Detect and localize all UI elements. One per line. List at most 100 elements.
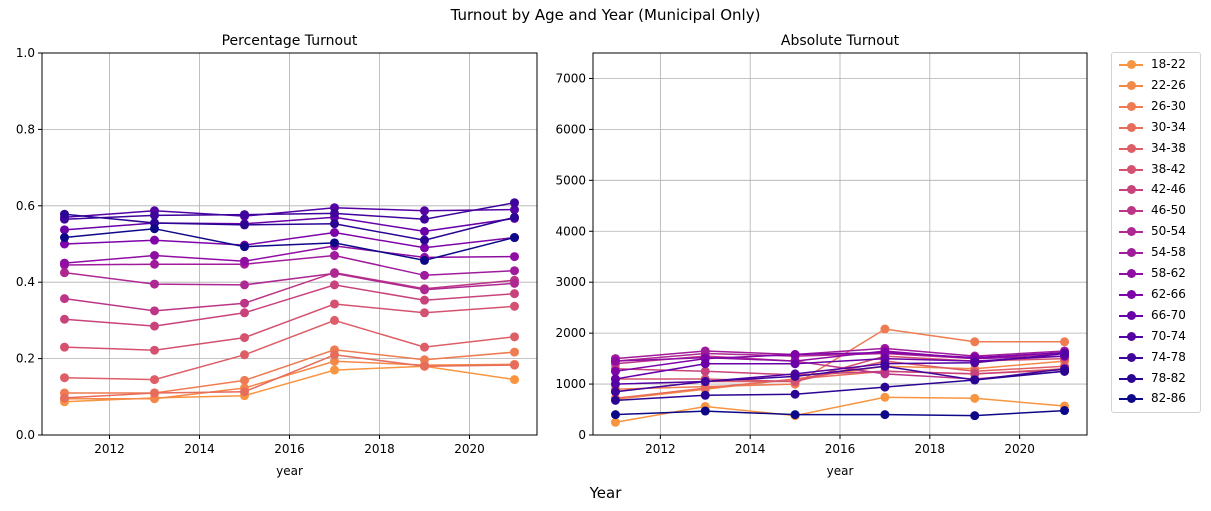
data-point-62-66 — [790, 350, 800, 360]
data-point-62-66 — [150, 235, 159, 245]
data-point-30-34 — [700, 383, 710, 393]
legend-entry: 42-46 — [1112, 181, 1202, 199]
legend-dot-marker — [1127, 80, 1136, 90]
data-point-46-50 — [240, 298, 249, 308]
series-line-82-86 — [64, 227, 515, 262]
y-tick-label: 0.8 — [16, 122, 35, 136]
data-point-30-34 — [510, 360, 519, 370]
data-point-54-58 — [420, 270, 429, 280]
x-tick-label: 2018 — [915, 442, 946, 456]
legend-entry: 22-26 — [1112, 77, 1202, 95]
series-line-26-30 — [64, 349, 515, 394]
data-point-70-74 — [510, 205, 519, 215]
data-point-50-54 — [150, 279, 159, 289]
data-point-78-82 — [790, 389, 800, 399]
x-tick-label: 2020 — [454, 442, 485, 456]
series-line-70-74 — [64, 206, 515, 219]
data-point-54-58 — [700, 346, 710, 356]
data-point-50-54 — [60, 268, 69, 278]
data-point-82-86 — [330, 238, 339, 248]
legend-entry: 18-22 — [1112, 56, 1202, 74]
legend-entry: 58-62 — [1112, 265, 1202, 283]
data-point-38-42 — [240, 333, 249, 343]
data-point-18-22 — [610, 417, 620, 427]
data-point-74-78 — [240, 210, 249, 220]
data-point-82-86 — [880, 410, 890, 420]
x-tick-label: 2014 — [735, 442, 766, 456]
legend-dot-marker — [1127, 60, 1136, 69]
data-point-42-46 — [330, 280, 339, 290]
x-tick-label: 2020 — [1004, 442, 1035, 456]
series-line-78-82 — [615, 370, 1065, 402]
series-line-34-38 — [64, 319, 515, 381]
data-point-78-82 — [330, 219, 339, 229]
y-tick-label: 0.4 — [16, 275, 35, 289]
series-line-66-70 — [64, 216, 515, 233]
data-point-50-54 — [420, 285, 429, 295]
legend-dot-marker — [1127, 122, 1136, 132]
series-line-62-66 — [64, 231, 515, 249]
x-tick-label: 2016 — [274, 442, 305, 456]
data-point-38-42 — [60, 342, 69, 352]
series-line-58-62 — [615, 350, 1065, 362]
data-point-26-30 — [970, 337, 980, 347]
data-point-34-38 — [420, 342, 429, 352]
series-line-54-58 — [64, 254, 515, 277]
series-line-74-78 — [64, 201, 515, 220]
data-point-34-38 — [330, 315, 339, 325]
data-point-78-82 — [510, 212, 519, 222]
data-point-70-74 — [1060, 349, 1070, 359]
data-point-66-70 — [60, 225, 69, 235]
data-point-78-82 — [60, 209, 69, 219]
data-point-30-34 — [60, 393, 69, 403]
data-point-38-42 — [420, 308, 429, 318]
series-line-54-58 — [615, 347, 1065, 360]
legend-entry: 70-74 — [1112, 328, 1202, 346]
data-point-46-50 — [880, 369, 890, 379]
data-point-34-38 — [510, 332, 519, 342]
legend-entry: 78-82 — [1112, 370, 1202, 388]
x-tick-label: 2014 — [184, 442, 215, 456]
data-point-74-78 — [510, 198, 519, 208]
legend-label: 78-82 — [1151, 370, 1186, 385]
series-line-38-42 — [64, 303, 515, 351]
data-point-54-58 — [150, 259, 159, 269]
y-tick-label: 1000 — [555, 377, 586, 391]
data-point-74-78 — [790, 371, 800, 381]
series-line-42-46 — [615, 368, 1065, 376]
legend-label: 42-46 — [1151, 182, 1186, 197]
data-point-26-30 — [880, 324, 890, 334]
legend-dot-marker — [1127, 394, 1136, 404]
data-point-66-70 — [700, 359, 710, 369]
legend-entry: 26-30 — [1112, 98, 1202, 116]
data-point-82-86 — [610, 410, 620, 420]
legend-label: 70-74 — [1151, 328, 1186, 343]
legend-label: 30-34 — [1151, 119, 1186, 134]
data-point-30-34 — [330, 350, 339, 360]
legend-entry: 62-66 — [1112, 286, 1202, 304]
legend: 18-22 22-26 26-30 30-34 34-38 38-42 42-46 46-50… — [1111, 52, 1201, 413]
data-point-50-54 — [510, 278, 519, 288]
legend-label: 82-86 — [1151, 391, 1186, 406]
data-point-26-30 — [240, 375, 249, 385]
y-tick-label: 0.6 — [16, 199, 35, 213]
y-tick-label: 0.2 — [16, 352, 35, 366]
data-point-74-78 — [330, 208, 339, 218]
legend-dot-marker — [1127, 289, 1136, 299]
legend-entry: 30-34 — [1112, 119, 1202, 137]
chart-title: Percentage Turnout — [222, 33, 358, 49]
data-point-46-50 — [150, 306, 159, 316]
data-point-74-78 — [420, 214, 429, 224]
x-tick-label: 2012 — [94, 442, 125, 456]
data-point-26-30 — [420, 355, 429, 365]
data-point-78-82 — [610, 395, 620, 405]
data-point-62-66 — [330, 228, 339, 238]
legend-dot-marker — [1127, 269, 1136, 278]
data-point-82-86 — [60, 233, 69, 243]
data-point-62-66 — [60, 239, 69, 249]
y-tick-label: 4000 — [555, 224, 586, 238]
data-point-18-22 — [510, 375, 519, 385]
legend-dot-marker — [1127, 164, 1136, 174]
data-point-78-82 — [880, 382, 890, 392]
data-point-62-66 — [610, 366, 620, 376]
